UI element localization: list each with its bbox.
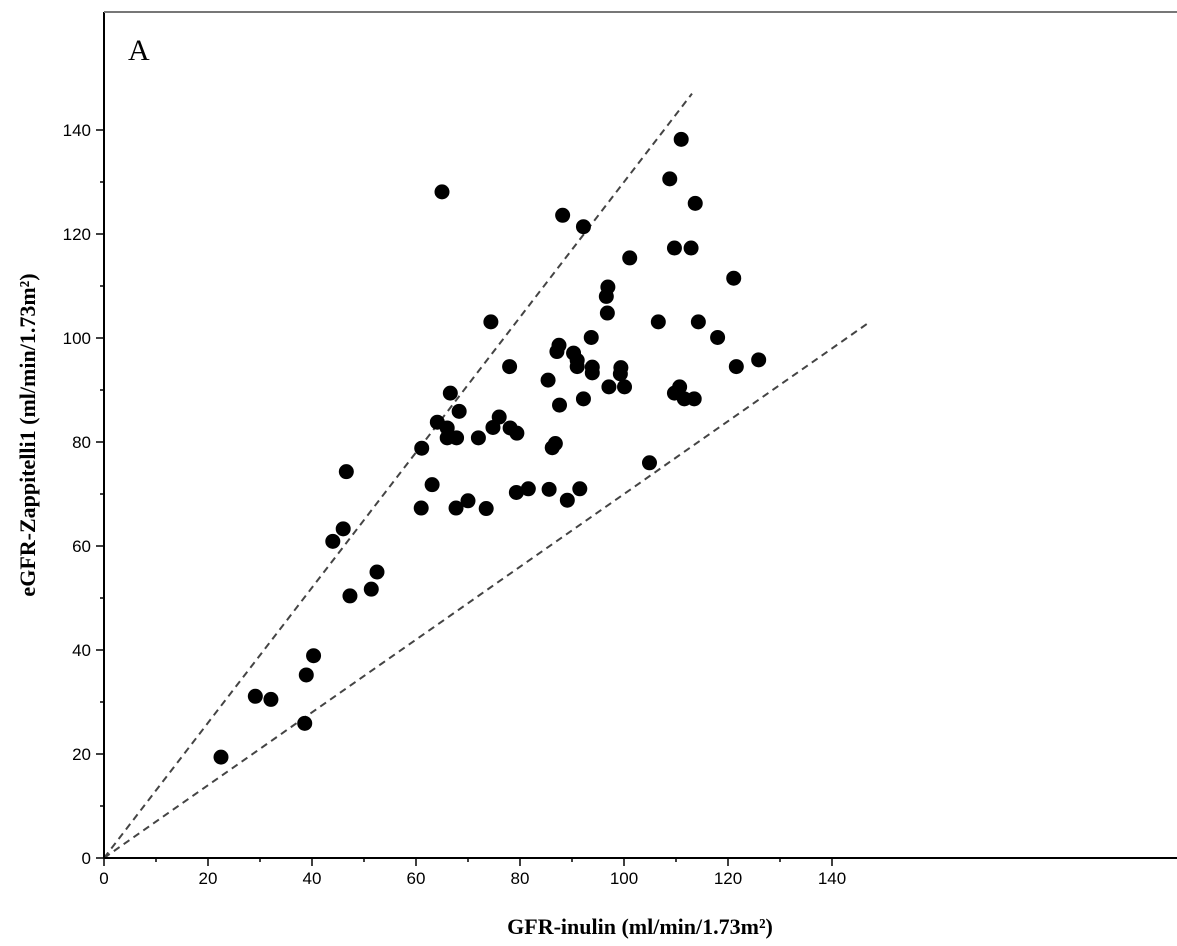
data-point: [569, 359, 585, 375]
data-point: [686, 391, 702, 407]
data-point: [434, 184, 450, 200]
data-point: [541, 481, 557, 497]
data-point: [460, 493, 476, 509]
y-ticks: 0 20 40 60 80 100 120 140: [63, 121, 104, 868]
y-tick-label: 100: [63, 329, 91, 348]
x-tick-label: 100: [610, 869, 638, 888]
data-point: [575, 219, 591, 235]
data-point: [335, 521, 351, 537]
x-tick-label: 60: [407, 869, 426, 888]
data-point: [298, 667, 314, 683]
x-tick-label: 20: [199, 869, 218, 888]
axes: [103, 11, 1177, 859]
data-point: [449, 430, 465, 446]
data-point: [263, 691, 279, 707]
data-point: [306, 648, 322, 664]
data-point: [672, 379, 688, 395]
data-point: [673, 131, 689, 147]
data-point: [617, 379, 633, 395]
data-point: [583, 329, 599, 345]
data-point: [442, 385, 458, 401]
data-point: [297, 715, 313, 731]
x-tick-label: 80: [511, 869, 530, 888]
y-tick-label: 120: [63, 225, 91, 244]
data-point: [600, 279, 616, 295]
data-point: [483, 314, 499, 330]
data-point: [551, 337, 567, 353]
y-tick-label: 80: [72, 433, 91, 452]
data-point: [728, 359, 744, 375]
data-point: [650, 314, 666, 330]
y-tick-label: 20: [72, 745, 91, 764]
data-point: [683, 240, 699, 256]
data-point: [599, 305, 615, 321]
data-point: [547, 436, 563, 452]
data-point: [491, 409, 507, 425]
data-point: [478, 501, 494, 517]
data-point: [502, 359, 518, 375]
data-point: [509, 425, 525, 441]
data-point: [612, 366, 628, 382]
x-tick-label: 0: [99, 869, 108, 888]
data-point: [662, 171, 678, 187]
data-point: [369, 564, 385, 580]
data-point: [687, 195, 703, 211]
data-point: [552, 397, 568, 413]
data-point: [726, 270, 742, 286]
panel-label: A: [128, 34, 150, 67]
y-axis-title: eGFR-Zappitelli1 (ml/min/1.73m²): [15, 273, 40, 596]
x-tick-label: 140: [818, 869, 846, 888]
data-point: [448, 500, 464, 516]
data-point: [622, 250, 638, 266]
data-point: [540, 372, 556, 388]
data-point: [363, 581, 379, 597]
x-tick-label: 40: [303, 869, 322, 888]
data-point: [338, 464, 354, 480]
reference-line-1: [103, 92, 693, 859]
data-point: [213, 749, 229, 765]
data-point: [325, 533, 341, 549]
y-tick-label: 0: [82, 849, 91, 868]
data-point: [520, 481, 536, 497]
y-tick-label: 40: [72, 641, 91, 660]
data-point: [641, 455, 657, 471]
data-point: [508, 484, 524, 500]
data-point: [559, 492, 575, 508]
reference-lines: [103, 92, 869, 859]
data-point: [424, 477, 440, 493]
data-point: [572, 481, 588, 497]
data-point: [414, 440, 430, 456]
data-point: [342, 588, 358, 604]
data-point: [451, 403, 467, 419]
x-axis-title: GFR-inulin (ml/min/1.73m²): [507, 914, 773, 939]
data-point: [601, 379, 617, 395]
data-points: [213, 131, 767, 765]
y-tick-label: 140: [63, 121, 91, 140]
data-point: [413, 500, 429, 516]
data-point: [470, 430, 486, 446]
data-point: [690, 314, 706, 330]
data-point: [555, 207, 571, 223]
reference-line-2: [103, 322, 869, 859]
data-point: [666, 240, 682, 256]
data-point: [751, 352, 767, 368]
data-point: [247, 688, 263, 704]
data-point: [584, 365, 600, 381]
x-ticks: 0 20 40 60 80 100 120 140: [99, 858, 846, 888]
data-point: [575, 391, 591, 407]
x-tick-label: 120: [714, 869, 742, 888]
y-tick-label: 60: [72, 537, 91, 556]
data-point: [710, 329, 726, 345]
